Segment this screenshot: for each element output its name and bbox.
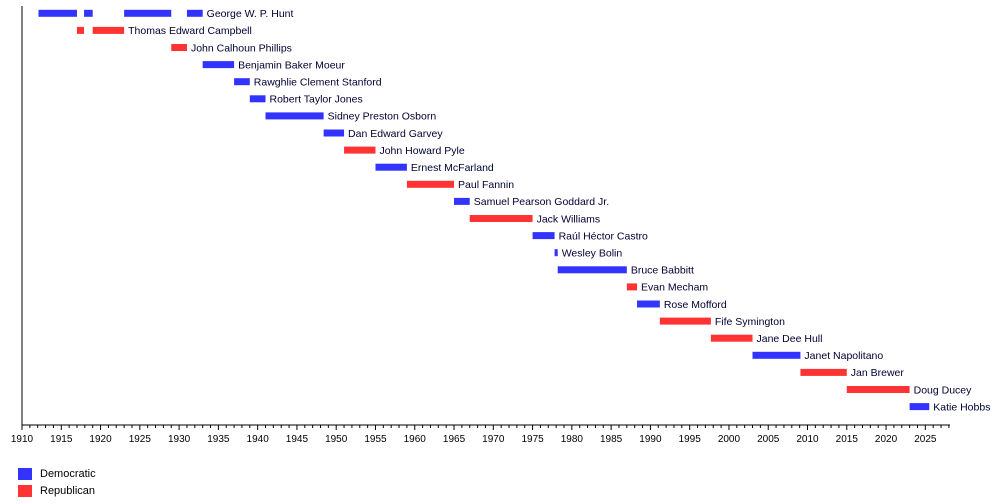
x-tick-label-1945: 1945 [286, 434, 309, 445]
row-label-robert-taylor-jones: Robert Taylor Jones [270, 94, 363, 106]
x-tick-label-1910: 1910 [11, 434, 34, 445]
row-label-jan-brewer: Jan Brewer [851, 367, 905, 379]
row-label-john-howard-pyle: John Howard Pyle [379, 145, 464, 157]
row-label-jack-williams: Jack Williams [537, 213, 601, 225]
term-bar-jan-brewer-1 [800, 368, 847, 376]
legend-item-republican: Republican [18, 482, 96, 499]
term-bar-fife-symington-1 [659, 317, 711, 325]
x-tick-label-2020: 2020 [875, 434, 898, 445]
x-tick-label-1960: 1960 [404, 434, 427, 445]
row-label-katie-hobbs: Katie Hobbs [933, 401, 990, 413]
row-label-doug-ducey: Doug Ducey [914, 384, 973, 396]
term-bar-samuel-pearson-goddard-jr-1 [454, 197, 470, 205]
term-bar-george-w-p-hunt-2 [84, 9, 93, 17]
term-bar-raul-hector-castro-1 [532, 232, 555, 240]
row-label-bruce-babbitt: Bruce Babbitt [631, 265, 694, 277]
term-bar-george-w-p-hunt-1 [38, 9, 77, 17]
term-bar-ernest-mcfarland-1 [375, 163, 407, 171]
row-label-thomas-edward-campbell: Thomas Edward Campbell [128, 25, 252, 37]
row-label-evan-mecham: Evan Mecham [641, 282, 708, 294]
row-label-jane-dee-hull: Jane Dee Hull [757, 333, 823, 345]
term-bar-jack-williams-1 [469, 215, 533, 222]
term-bar-janet-napolitano-1 [752, 351, 801, 359]
term-bar-paul-fannin-1 [406, 180, 455, 188]
term-bar-benjamin-baker-moeur-1 [202, 61, 235, 69]
x-tick-label-2010: 2010 [796, 434, 819, 445]
bars-layer [38, 9, 930, 411]
term-bar-george-w-p-hunt-4 [186, 9, 203, 17]
x-tick-label-1915: 1915 [50, 434, 73, 445]
row-label-dan-edward-garvey: Dan Edward Garvey [348, 128, 443, 140]
row-label-sidney-preston-osborn: Sidney Preston Osborn [328, 111, 437, 123]
row-label-raul-hector-castro: Raúl Héctor Castro [559, 230, 648, 242]
term-bar-katie-hobbs-1 [909, 403, 930, 411]
term-bar-rawghlie-clement-stanford-1 [234, 78, 250, 86]
row-label-paul-fannin: Paul Fannin [458, 179, 514, 191]
x-tick-label-1925: 1925 [129, 434, 152, 445]
term-bar-john-howard-pyle-1 [344, 146, 376, 154]
term-bar-thomas-edward-campbell-2 [92, 26, 125, 34]
x-tick-label-1930: 1930 [168, 434, 191, 445]
x-tick-label-1985: 1985 [600, 434, 623, 445]
term-bar-wesley-bolin-1 [554, 249, 558, 257]
x-tick-label-2000: 2000 [718, 434, 741, 445]
term-bar-bruce-babbitt-1 [557, 266, 627, 274]
term-bar-george-w-p-hunt-3 [124, 9, 172, 17]
term-bar-doug-ducey-1 [846, 386, 910, 393]
row-label-benjamin-baker-moeur: Benjamin Baker Moeur [238, 59, 345, 71]
row-label-janet-napolitano: Janet Napolitano [804, 350, 883, 362]
term-bar-john-calhoun-phillips-1 [171, 44, 187, 51]
row-label-rose-mofford: Rose Mofford [664, 299, 727, 311]
term-bar-sidney-preston-osborn-1 [265, 112, 324, 120]
x-tick-label-2025: 2025 [914, 434, 937, 445]
row-label-george-w-p-hunt: George W. P. Hunt [207, 8, 294, 20]
x-tick-label-1995: 1995 [679, 434, 702, 445]
x-axis-ticks: 1910 1915 1920 1925 1930 1935 1940 1945 1950 1955… [11, 425, 950, 445]
term-bar-jane-dee-hull-1 [710, 334, 753, 342]
x-tick-label-1980: 1980 [561, 434, 584, 445]
x-tick-label-2005: 2005 [757, 434, 780, 445]
legend-item-democratic: Democratic [18, 465, 96, 482]
legend-swatch-democratic [18, 467, 32, 480]
legend: Democratic Republican [18, 465, 96, 499]
x-tick-label-1920: 1920 [89, 434, 112, 445]
row-labels-layer: George W. P. Hunt Thomas Edward Campbell J… [128, 8, 990, 413]
row-label-john-calhoun-phillips: John Calhoun Phillips [191, 42, 292, 54]
x-tick-label-1970: 1970 [482, 434, 505, 445]
term-bar-robert-taylor-jones-1 [249, 95, 266, 103]
x-tick-label-1990: 1990 [639, 434, 662, 445]
legend-swatch-republican [18, 484, 32, 497]
x-tick-label-1955: 1955 [364, 434, 387, 445]
x-tick-label-1965: 1965 [443, 434, 466, 445]
x-tick-label-1935: 1935 [207, 434, 230, 445]
x-tick-label-1975: 1975 [521, 434, 544, 445]
row-label-fife-symington: Fife Symington [715, 316, 785, 328]
legend-label-republican: Republican [40, 484, 96, 497]
term-bar-evan-mecham-1 [626, 283, 638, 291]
x-tick-label-1950: 1950 [325, 434, 348, 445]
row-label-wesley-bolin: Wesley Bolin [562, 248, 623, 260]
row-label-samuel-pearson-goddard-jr: Samuel Pearson Goddard Jr. [474, 196, 609, 208]
term-bar-rose-mofford-1 [637, 300, 660, 308]
legend-label-democratic: Democratic [40, 467, 96, 480]
row-label-ernest-mcfarland: Ernest McFarland [411, 162, 494, 174]
x-tick-label-1940: 1940 [247, 434, 270, 445]
term-bar-thomas-edward-campbell-1 [76, 26, 85, 34]
x-tick-label-2015: 2015 [836, 434, 859, 445]
row-label-rawghlie-clement-stanford: Rawghlie Clement Stanford [254, 77, 382, 89]
term-bar-dan-edward-garvey-1 [323, 129, 345, 137]
